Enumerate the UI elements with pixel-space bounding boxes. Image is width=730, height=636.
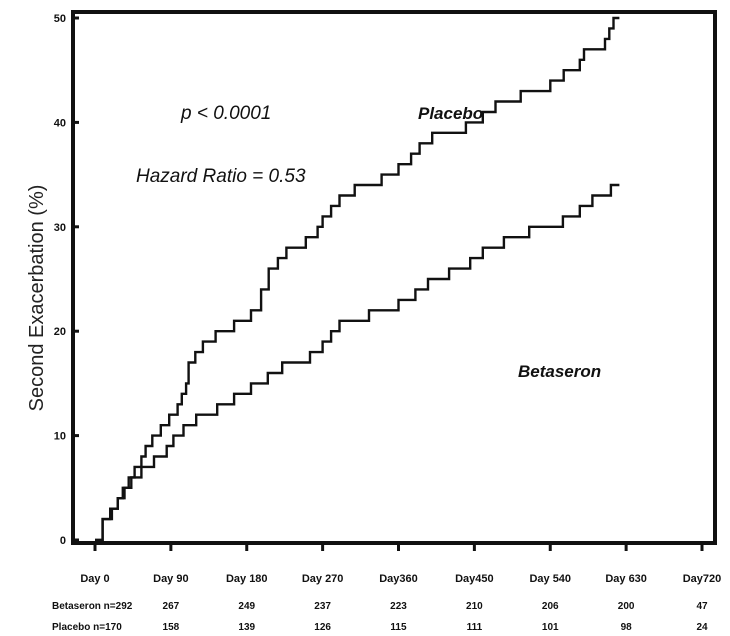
x-tick-label: Day 90	[153, 573, 188, 585]
x-tick-label: Day 630	[605, 573, 647, 585]
risk-count: 206	[542, 601, 559, 612]
y-tick-label: 20	[54, 326, 66, 338]
risk-count: 210	[466, 601, 483, 612]
x-tick-label: Day 270	[302, 573, 344, 585]
x-tick-label: Day 540	[529, 573, 571, 585]
risk-row-label: Betaseron n=292	[52, 601, 133, 612]
risk-count: 237	[314, 601, 331, 612]
risk-count: 98	[621, 622, 633, 633]
x-axis-ticks: Day 0 Day 90 Day 180 Day 270 Day360 Day450 Day…	[80, 543, 721, 585]
risk-count: 158	[163, 622, 180, 633]
series-lines	[95, 16, 620, 542]
placebo-line	[95, 16, 620, 542]
risk-table: Betaseron n=292 267 249 237 223 210 206 200 47 Pl…	[52, 601, 708, 633]
risk-count: 267	[163, 601, 180, 612]
risk-count: 126	[314, 622, 331, 633]
y-tick-label: 0	[60, 535, 66, 547]
risk-count: 139	[238, 622, 255, 633]
betaseron-line	[95, 183, 620, 542]
x-tick-label: Day360	[379, 573, 418, 585]
risk-count: 249	[238, 601, 255, 612]
placebo-series-label: Placebo	[418, 104, 483, 123]
risk-count: 111	[467, 622, 483, 633]
y-tick-label: 40	[54, 117, 66, 129]
y-axis-ticks: 0 10 20 30 40 50	[54, 13, 79, 547]
risk-count: 223	[390, 601, 407, 612]
betaseron-series-label: Betaseron	[518, 362, 601, 381]
y-axis-label: Second Exacerbation (%)	[26, 185, 48, 412]
risk-count: 24	[696, 622, 708, 633]
risk-count: 101	[542, 622, 559, 633]
risk-count: 200	[618, 601, 635, 612]
x-tick-label: Day720	[683, 573, 722, 585]
y-tick-label: 50	[54, 13, 66, 25]
y-tick-label: 10	[54, 431, 66, 443]
hazard-ratio-annotation: Hazard Ratio = 0.53	[136, 166, 306, 187]
risk-count: 47	[696, 601, 708, 612]
plot-frame	[71, 10, 717, 545]
x-tick-label: Day450	[455, 573, 494, 585]
x-tick-label: Day 0	[80, 573, 109, 585]
risk-row-label: Placebo n=170	[52, 622, 122, 633]
p-value-annotation: p < 0.0001	[180, 103, 271, 124]
risk-count: 115	[390, 622, 407, 633]
x-tick-label: Day 180	[226, 573, 268, 585]
y-tick-label: 30	[54, 222, 66, 234]
